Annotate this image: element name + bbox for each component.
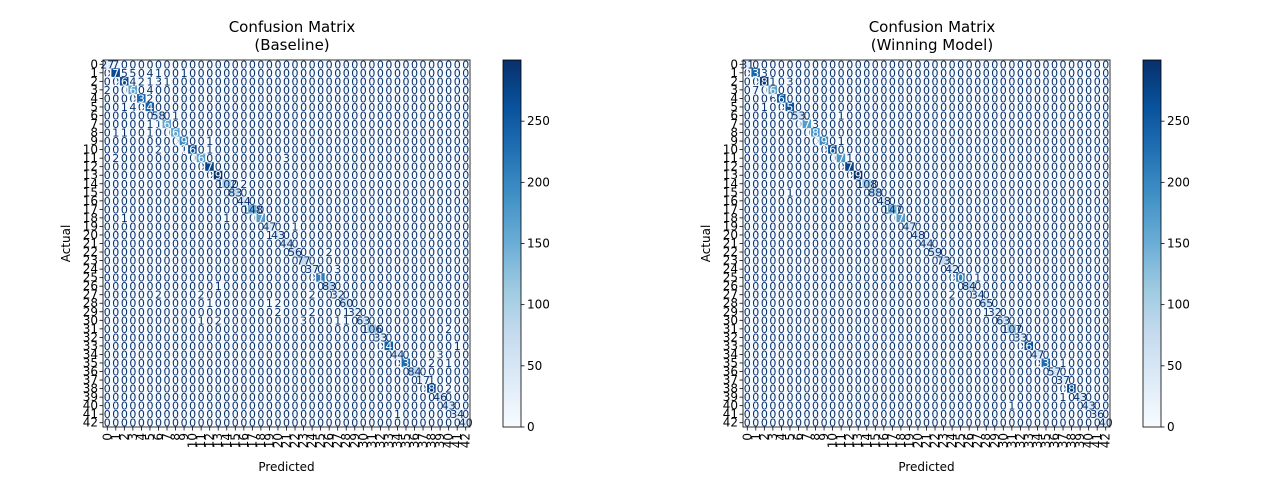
chart-subtitle: (Baseline) bbox=[254, 36, 329, 54]
confusion-matrix-panel-0: 277 0 0 0 0 0 0 0 0 0 0 0 0 0 0 0 0 0 0 0 0 0 0 0 0 0 0 0 0 0 0 0 0 0 0 0 0 0… bbox=[59, 18, 550, 474]
y-axis-label: Actual bbox=[59, 225, 73, 263]
colorbar-tick-label: 150 bbox=[527, 237, 550, 251]
colorbar-tick-label: 0 bbox=[527, 420, 535, 434]
x-axis-label: Predicted bbox=[258, 460, 314, 474]
colorbar bbox=[502, 59, 522, 428]
x-tick-label: 42 bbox=[459, 433, 473, 448]
y-tick-label: 42 bbox=[83, 416, 98, 430]
chart-title: Confusion Matrix bbox=[229, 18, 356, 36]
colorbar-tick-label: 50 bbox=[527, 359, 542, 373]
colorbar-tick-label: 100 bbox=[527, 298, 550, 312]
colorbar-tick-label: 250 bbox=[527, 114, 550, 128]
confusion-matrix-panel-1: 310 0 0 0 0 0 0 0 0 0 0 0 0 0 0 0 0 0 0 0 0 0 0 0 0 0 0 0 0 0 0 0 0 0 0 0 0 0… bbox=[699, 18, 1190, 474]
colorbar-tick-label: 200 bbox=[527, 175, 550, 189]
